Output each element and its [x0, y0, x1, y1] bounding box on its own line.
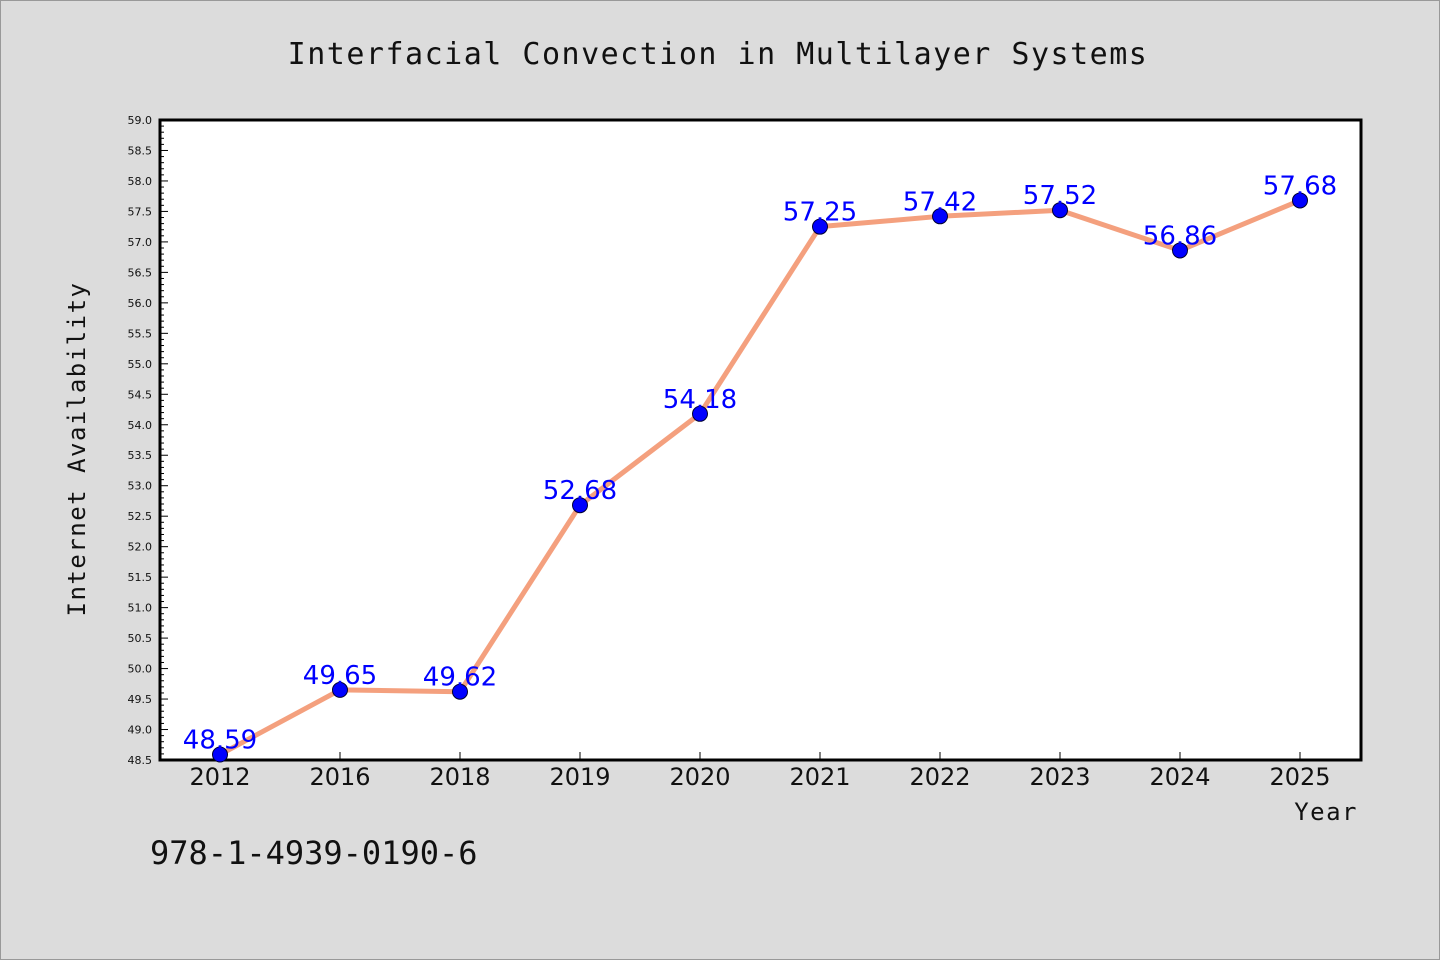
y-axis: 48.5 49.0 49.5 50.0 50.5 51.0 51.5 52.0 52.5 53.0… [128, 114, 168, 767]
x-tick-label: 2019 [549, 763, 610, 791]
data-point [572, 497, 588, 514]
data-label: 56.86 [1143, 221, 1217, 251]
x-tick-label: 2023 [1029, 763, 1090, 791]
y-axis-title: Internet Availability [63, 282, 91, 617]
y-tick-label: 56.0 [128, 297, 153, 310]
y-tick-label: 58.0 [128, 175, 153, 188]
data-point [1292, 192, 1308, 209]
y-tick-label: 53.0 [128, 480, 153, 493]
data-label: 49.65 [303, 661, 377, 691]
data-label: 57.25 [783, 198, 857, 228]
x-axis: 2012 2016 2018 2019 2020 2021 2022 2023 2024 2025 [189, 752, 1331, 791]
x-tick-label: 2018 [429, 763, 490, 791]
y-tick-label: 49.5 [128, 693, 153, 706]
x-tick-label: 2024 [1149, 763, 1210, 791]
x-tick-label: 2016 [309, 763, 370, 791]
y-tick-label: 51.5 [128, 571, 153, 584]
y-tick-label: 59.0 [128, 114, 153, 127]
x-tick-label: 2022 [909, 763, 970, 791]
x-axis-title: Year [1294, 798, 1358, 826]
y-tick-label: 50.5 [128, 632, 153, 645]
x-tick-label: 2012 [189, 763, 250, 791]
data-labels: 48.59 49.65 49.62 52.68 54.18 57.25 57.42 57.52… [183, 171, 1337, 755]
isbn-footer: 978-1-4939-0190-6 [150, 834, 478, 872]
y-tick-label: 51.0 [128, 602, 153, 615]
y-tick-label: 54.5 [128, 388, 153, 401]
data-point [212, 746, 228, 763]
y-tick-label: 48.5 [128, 754, 153, 767]
data-label: 54.18 [663, 385, 737, 415]
y-tick-label: 50.0 [128, 663, 153, 676]
y-tick-label: 56.5 [128, 266, 153, 279]
y-tick-label: 54.0 [128, 419, 153, 432]
chart-title: Interfacial Convection in Multilayer Sys… [288, 37, 1149, 72]
data-point [452, 683, 468, 700]
data-label: 57.52 [1023, 181, 1097, 211]
data-point [812, 218, 828, 235]
y-tick-label: 52.0 [128, 541, 153, 554]
plot-area [158, 118, 1363, 762]
x-tick-label: 2021 [789, 763, 850, 791]
x-tick-label: 2025 [1269, 763, 1330, 791]
y-tick-label: 55.0 [128, 358, 153, 371]
y-tick-label: 58.5 [128, 144, 153, 157]
y-tick-label: 55.5 [128, 327, 153, 340]
series-line [217, 197, 1303, 758]
y-tick-label: 49.0 [128, 724, 153, 737]
data-label: 49.62 [423, 663, 497, 693]
y-tick-label: 57.5 [128, 205, 153, 218]
series-markers [212, 192, 1308, 763]
data-point [332, 681, 348, 698]
data-point [1172, 242, 1188, 259]
data-label: 57.68 [1263, 171, 1337, 201]
y-tick-label: 52.5 [128, 510, 153, 523]
data-point [1052, 202, 1068, 219]
data-label: 48.59 [183, 726, 257, 756]
series-line-group [217, 197, 1303, 758]
data-label: 52.68 [543, 476, 617, 506]
x-tick-label: 2020 [669, 763, 730, 791]
y-tick-label: 57.0 [128, 236, 153, 249]
data-point [932, 208, 948, 225]
data-label: 57.42 [903, 187, 977, 217]
data-point [692, 405, 708, 422]
y-tick-label: 53.5 [128, 449, 153, 462]
